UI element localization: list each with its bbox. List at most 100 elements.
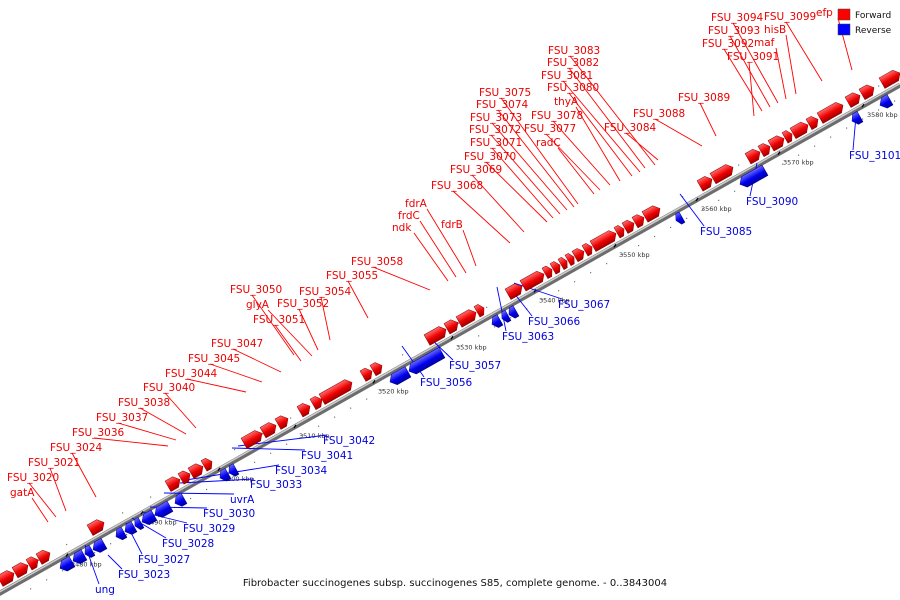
forward-gene <box>621 219 635 234</box>
leader-line <box>775 47 787 100</box>
forward-gene-label: FSU_3055 <box>326 270 378 282</box>
leader-line <box>490 134 561 215</box>
tick-label: 3520 kbp <box>378 387 409 395</box>
minor-tick <box>494 326 496 328</box>
forward-gene <box>86 519 105 536</box>
leader-line <box>164 392 197 429</box>
reverse-gene <box>72 549 88 564</box>
forward-gene-label: FSU_3021 <box>28 457 80 469</box>
leader-line <box>513 282 563 300</box>
leader-line <box>71 452 97 498</box>
forward-gene <box>781 130 793 144</box>
forward-gene-label: thyA <box>554 96 579 108</box>
forward-gene <box>164 476 181 492</box>
leader-line <box>497 109 575 208</box>
tick-label: 3490 kbp <box>146 518 177 526</box>
forward-gene-label: maf <box>754 37 775 49</box>
leader-line <box>139 407 187 435</box>
forward-gene-label: gatA <box>10 487 35 499</box>
forward-gene-label: fdrA <box>405 198 428 210</box>
minor-tick <box>606 263 608 265</box>
forward-gene <box>767 135 785 152</box>
reverse-gene-label: FSU_3066 <box>528 316 580 328</box>
forward-gene-label: FSU_3044 <box>165 368 217 380</box>
major-tick <box>613 243 617 248</box>
axis-highlight <box>0 82 900 593</box>
minor-tick <box>206 488 208 491</box>
minor-tick <box>486 306 488 308</box>
minor-tick <box>30 588 32 590</box>
minor-tick <box>366 398 368 400</box>
reverse-gene <box>675 211 686 225</box>
leader-line <box>251 294 295 356</box>
minor-tick <box>574 281 576 283</box>
forward-gene <box>581 243 593 257</box>
leader-line <box>163 492 235 495</box>
minor-tick <box>190 497 192 500</box>
leader-lines <box>28 17 857 585</box>
reverse-gene <box>491 314 504 328</box>
forward-gene <box>557 257 568 270</box>
reverse-gene <box>389 366 412 386</box>
reverse-gene-label: FSU_3067 <box>558 299 610 311</box>
forward-gene <box>571 248 585 263</box>
leader-line <box>557 147 595 195</box>
minor-tick <box>478 335 480 337</box>
forward-gene-label: FSU_3045 <box>188 353 240 365</box>
minor-tick <box>318 425 320 427</box>
legend-swatch <box>837 8 851 21</box>
forward-gene-label: FSU_3077 <box>524 123 576 135</box>
minor-tick <box>558 290 560 292</box>
forward-gene-label: FSU_3099 <box>764 11 816 23</box>
minor-tick <box>718 199 720 201</box>
leader-line <box>419 220 457 278</box>
leader-line <box>179 478 255 484</box>
forward-gene-label: FSU_3093 <box>708 25 760 37</box>
leader-line <box>186 378 247 393</box>
forward-gene-label: FSU_3020 <box>7 472 59 484</box>
reverse-gene <box>134 516 145 530</box>
forward-gene-label: FSU_3070 <box>464 151 516 163</box>
forward-gene <box>318 379 353 405</box>
reverse-gene <box>408 347 446 375</box>
reverse-gene-label: FSU_3027 <box>138 554 190 566</box>
forward-gene <box>0 570 15 587</box>
forward-gene-label: FSU_3050 <box>230 284 282 296</box>
forward-gene-label: FSU_3072 <box>469 124 521 136</box>
reverse-gene <box>739 164 769 188</box>
leader-line <box>452 190 511 244</box>
forward-gene <box>757 143 771 158</box>
forward-gene <box>200 457 213 472</box>
forward-gene <box>789 121 809 139</box>
reverse-gene <box>851 111 864 125</box>
reverse-gene-label: FSU_3041 <box>301 450 353 462</box>
leader-line <box>568 92 633 177</box>
reverse-gene <box>84 544 96 558</box>
leader-line <box>568 67 646 169</box>
tick-label: 3540 kbp <box>539 296 570 304</box>
minor-tick <box>682 196 684 198</box>
forward-gene-label: FSU_3068 <box>431 180 483 192</box>
leader-line <box>496 286 507 332</box>
forward-gene <box>423 326 447 346</box>
minor-tick <box>846 127 848 129</box>
forward-gene <box>309 396 323 411</box>
forward-gene <box>359 367 373 382</box>
major-tick <box>372 379 376 384</box>
tick-label: 3500 kbp <box>223 475 254 483</box>
forward-gene <box>11 562 29 579</box>
reverse-gene-label: FSU_3057 <box>449 360 501 372</box>
reverse-gene-label: FSU_3029 <box>183 523 235 535</box>
minor-tick <box>110 543 112 545</box>
leader-line <box>462 229 477 267</box>
forward-gene-label: FSU_3081 <box>541 70 593 82</box>
forward-gene-label: FSU_3036 <box>72 427 124 439</box>
forward-gene <box>473 304 485 318</box>
forward-gene-label: FSU_3069 <box>450 164 502 176</box>
tick-label: 3560 kbp <box>701 205 732 213</box>
minor-tick <box>510 317 512 319</box>
minor-tick <box>590 272 592 274</box>
legend: Forward Reverse <box>837 8 892 36</box>
leader-line <box>347 280 369 319</box>
